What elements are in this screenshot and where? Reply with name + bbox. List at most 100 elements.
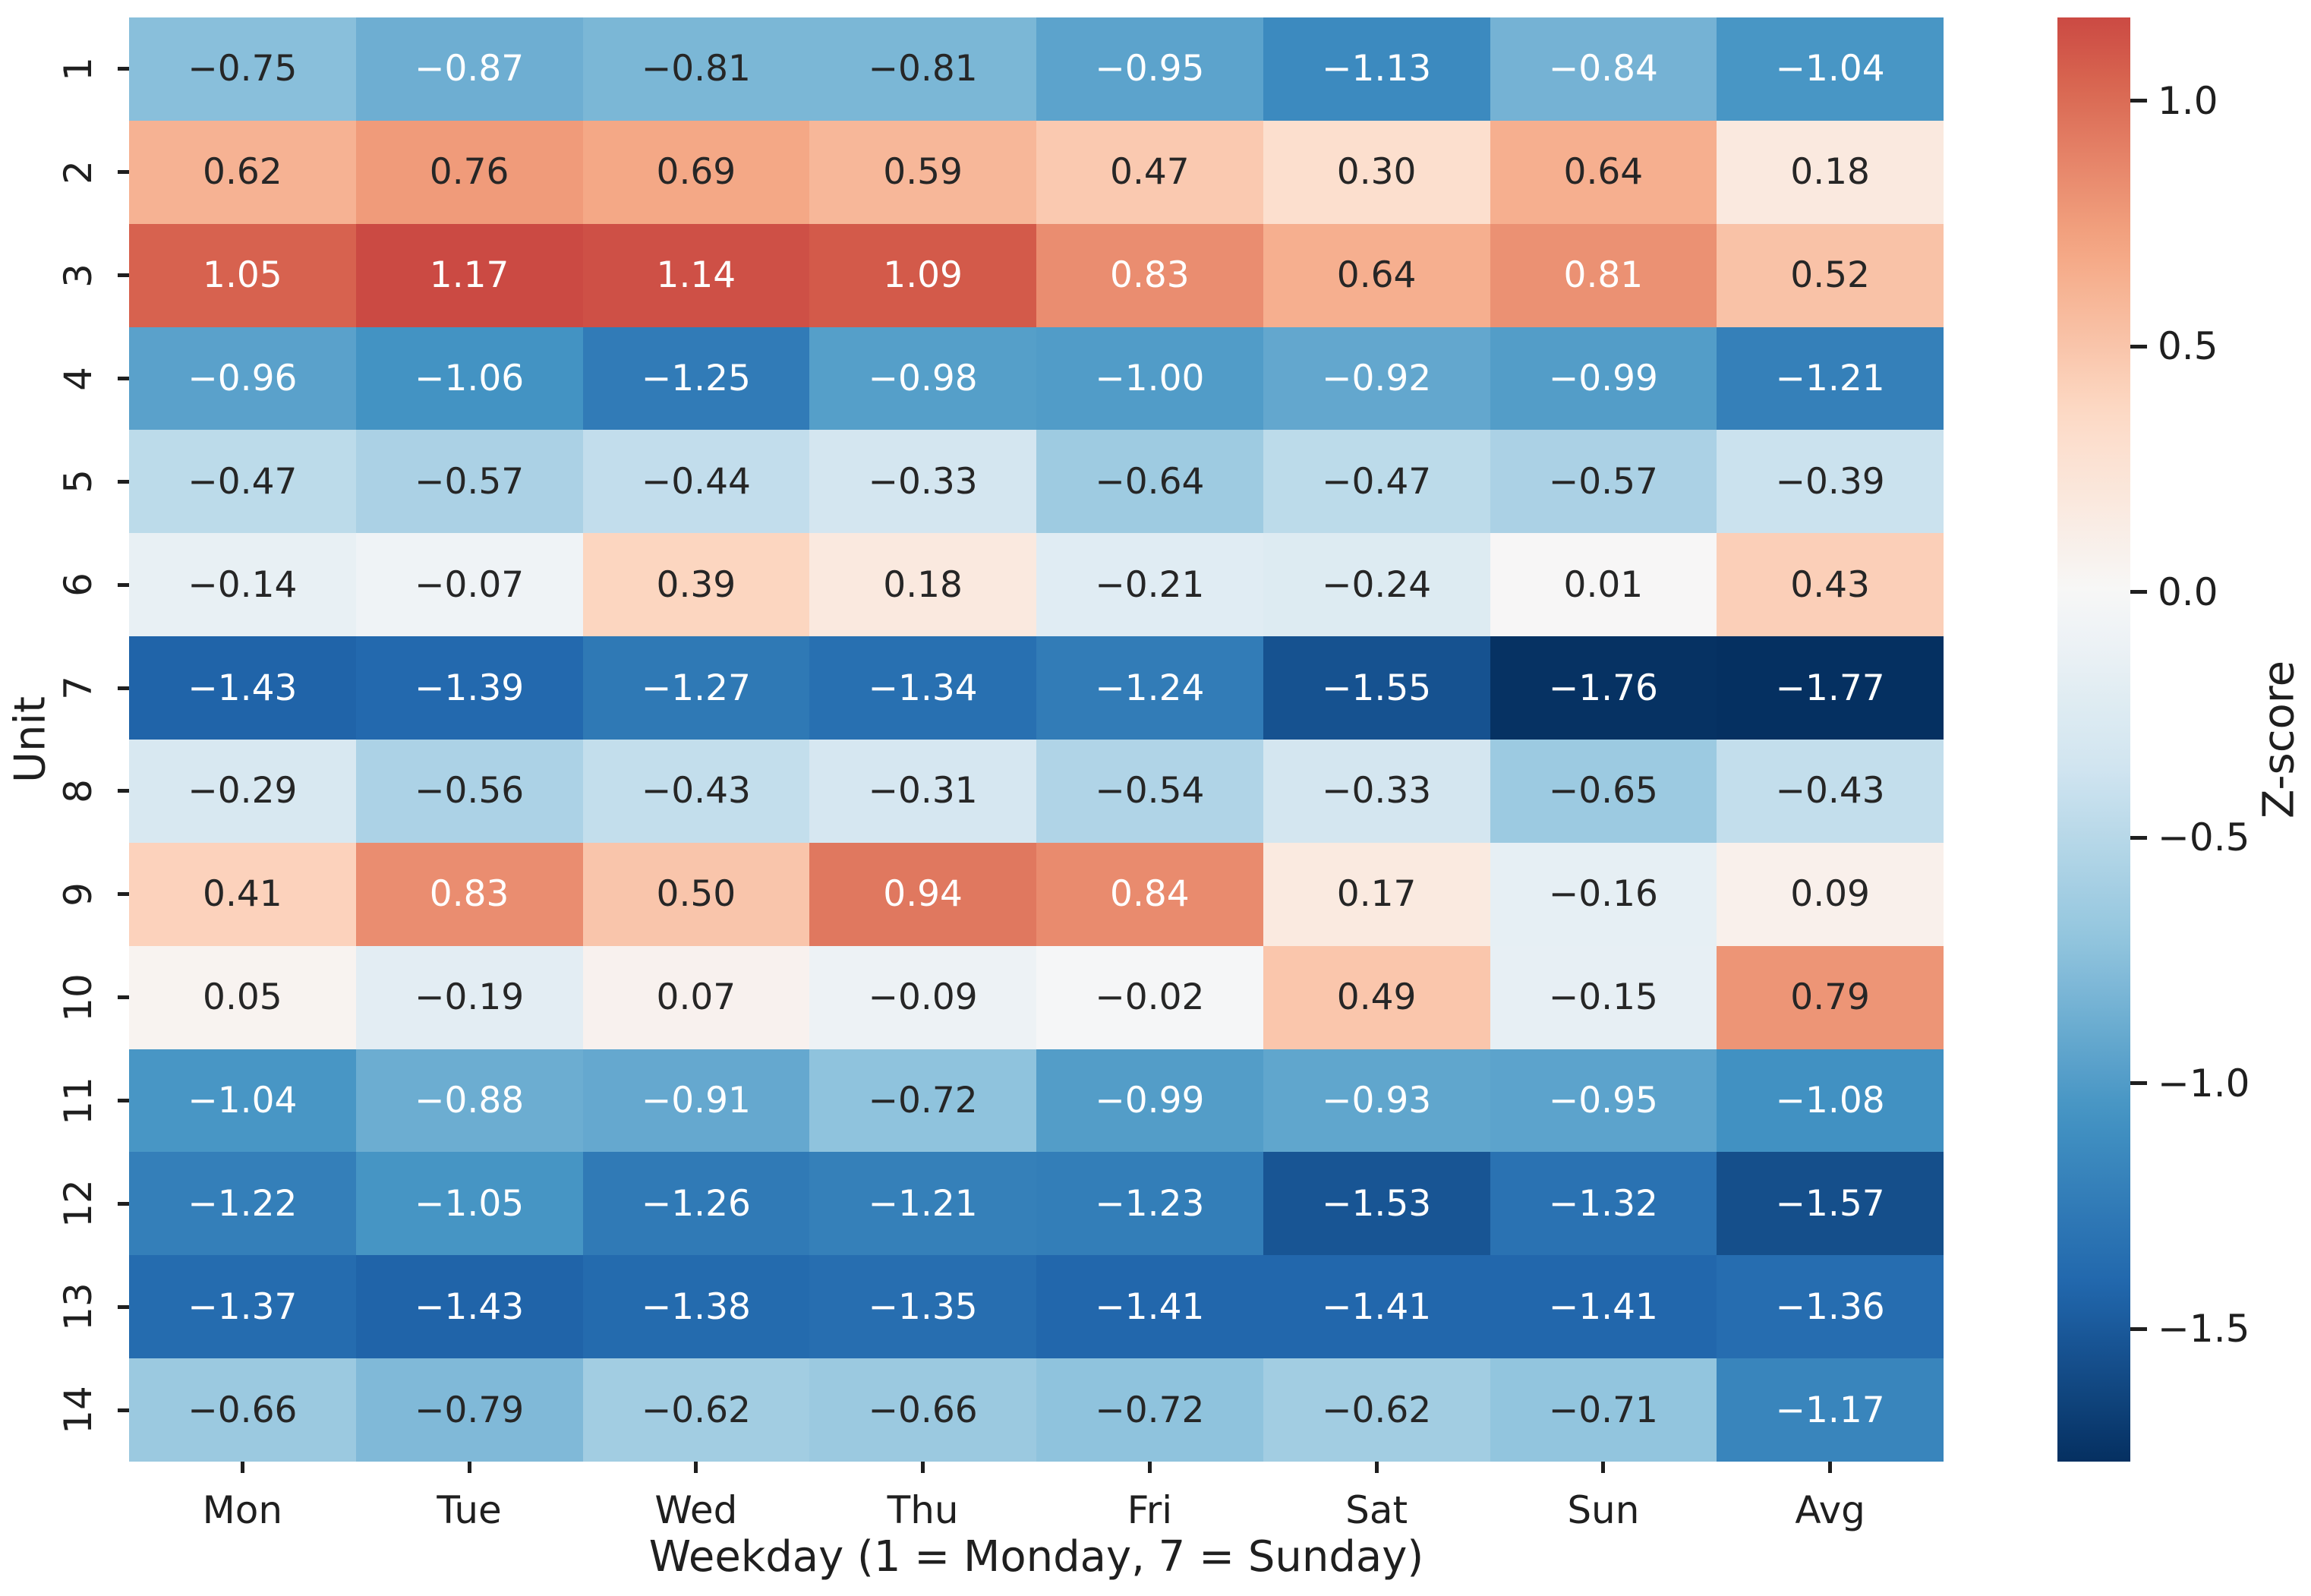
cell-value: −0.21 <box>1095 563 1205 606</box>
heatmap-cell: −0.44 <box>582 430 810 534</box>
cell-value: −0.39 <box>1775 460 1885 503</box>
heatmap-cell: −1.37 <box>129 1255 356 1359</box>
x-tick-mark <box>1374 1462 1379 1473</box>
heatmap-cell: −1.08 <box>1717 1049 1944 1153</box>
cell-value: 0.49 <box>1336 976 1417 1019</box>
cell-value: −0.96 <box>188 357 298 399</box>
heatmap-cell: −0.72 <box>1036 1358 1263 1462</box>
cell-value: −0.47 <box>188 460 298 503</box>
heatmap-cell: −1.27 <box>582 636 810 740</box>
cell-value: 0.59 <box>883 151 963 194</box>
cell-value: −0.47 <box>1322 460 1432 503</box>
y-tick-mark <box>118 273 129 278</box>
colorbar-tick-mark <box>2130 1326 2147 1331</box>
cell-value: −0.71 <box>1548 1389 1658 1431</box>
heatmap-cell: −1.35 <box>809 1255 1036 1359</box>
cell-value: −1.55 <box>1322 667 1432 709</box>
cell-value: −1.13 <box>1322 48 1432 90</box>
heatmap-cell: 0.17 <box>1263 842 1490 946</box>
cell-value: 0.07 <box>656 976 736 1019</box>
heatmap-cell: −1.06 <box>355 326 583 431</box>
heatmap-cell: −0.62 <box>582 1358 810 1462</box>
y-tick-label-text: 4 <box>56 366 100 391</box>
y-tick-label-text: 1 <box>56 57 100 81</box>
cell-value: −0.66 <box>188 1389 298 1431</box>
cell-value: −0.92 <box>1322 357 1432 399</box>
heatmap-cell: −1.43 <box>355 1255 583 1359</box>
cell-value: −1.08 <box>1775 1079 1885 1121</box>
cell-value: 0.09 <box>1790 873 1870 916</box>
cell-value: 0.81 <box>1563 254 1644 297</box>
heatmap-cell: 0.41 <box>129 842 356 946</box>
heatmap-cell: −1.32 <box>1490 1152 1717 1256</box>
heatmap-cell: −0.98 <box>809 326 1036 431</box>
cell-value: −0.14 <box>188 563 298 606</box>
heatmap-cell: −0.95 <box>1036 17 1263 121</box>
heatmap-cell: −0.92 <box>1263 326 1490 431</box>
cell-value: 0.18 <box>883 563 963 606</box>
heatmap-cell: 0.79 <box>1717 945 1944 1049</box>
cell-value: −1.34 <box>868 667 978 709</box>
y-tick-mark <box>118 479 129 484</box>
y-tick-label-text: 9 <box>56 882 100 907</box>
heatmap-cell: −0.99 <box>1490 326 1717 431</box>
colorbar-tick-mark <box>2130 835 2147 840</box>
heatmap-cell: −0.19 <box>355 945 583 1049</box>
y-tick-mark <box>118 170 129 175</box>
heatmap-cell: −1.38 <box>582 1255 810 1359</box>
cell-value: −0.81 <box>641 48 751 90</box>
x-tick-mark <box>921 1462 925 1473</box>
heatmap-cell: 0.84 <box>1036 842 1263 946</box>
cell-value: −1.06 <box>415 357 525 399</box>
cell-value: −1.38 <box>641 1285 751 1328</box>
cell-value: −1.39 <box>415 667 525 709</box>
heatmap-cell: −0.14 <box>129 533 356 637</box>
heatmap-cell: 0.30 <box>1263 120 1490 224</box>
cell-value: −0.07 <box>415 563 525 606</box>
cell-value: 0.52 <box>1790 254 1870 297</box>
colorbar-tick-label: 1.0 <box>2158 78 2218 123</box>
cell-value: −0.65 <box>1548 770 1658 812</box>
cell-value: 0.18 <box>1790 151 1870 194</box>
heatmap-cell: −1.04 <box>1717 17 1944 121</box>
cell-value: −0.87 <box>415 48 525 90</box>
heatmap-cell: −1.24 <box>1036 636 1263 740</box>
cell-value: −0.24 <box>1322 563 1432 606</box>
heatmap-cell: −0.91 <box>582 1049 810 1153</box>
y-tick-label-text: 7 <box>56 676 100 700</box>
heatmap-cell: 0.64 <box>1263 223 1490 327</box>
heatmap-cell: 1.05 <box>129 223 356 327</box>
y-tick-mark <box>118 995 129 1000</box>
cell-value: −0.29 <box>188 770 298 812</box>
heatmap-cell: −0.43 <box>582 740 810 843</box>
cell-value: −0.64 <box>1095 460 1205 503</box>
cell-value: 1.14 <box>656 254 736 297</box>
cell-value: −1.24 <box>1095 667 1205 709</box>
y-tick-label-text: 12 <box>56 1179 100 1229</box>
heatmap-cell: −0.29 <box>129 740 356 843</box>
x-tick-mark <box>1147 1462 1152 1473</box>
heatmap-cell: −1.23 <box>1036 1152 1263 1256</box>
heatmap-cell: −0.21 <box>1036 533 1263 637</box>
x-tick-mark <box>1828 1462 1833 1473</box>
cell-value: 0.76 <box>429 151 509 194</box>
y-tick-label-text: 10 <box>56 973 100 1022</box>
heatmap-cell: −0.15 <box>1490 945 1717 1049</box>
heatmap-cell: −1.13 <box>1263 17 1490 121</box>
cell-value: −0.19 <box>415 976 525 1019</box>
cell-value: 0.01 <box>1563 563 1644 606</box>
y-tick-mark <box>118 686 129 690</box>
y-tick-label-text: 2 <box>56 159 100 185</box>
cell-value: −1.43 <box>188 667 298 709</box>
cell-value: 0.62 <box>203 151 282 194</box>
x-tick-label: Thu <box>887 1488 959 1532</box>
heatmap-cell: 1.09 <box>809 223 1036 327</box>
x-tick-mark <box>1601 1462 1606 1473</box>
heatmap-cell: 0.49 <box>1263 945 1490 1049</box>
cell-value: −0.99 <box>1548 357 1658 399</box>
cell-value: −1.04 <box>188 1079 298 1121</box>
cell-value: −1.57 <box>1775 1182 1885 1225</box>
heatmap-cell: 0.50 <box>582 842 810 946</box>
cell-value: −0.33 <box>868 460 978 503</box>
cell-value: −1.77 <box>1775 667 1885 709</box>
